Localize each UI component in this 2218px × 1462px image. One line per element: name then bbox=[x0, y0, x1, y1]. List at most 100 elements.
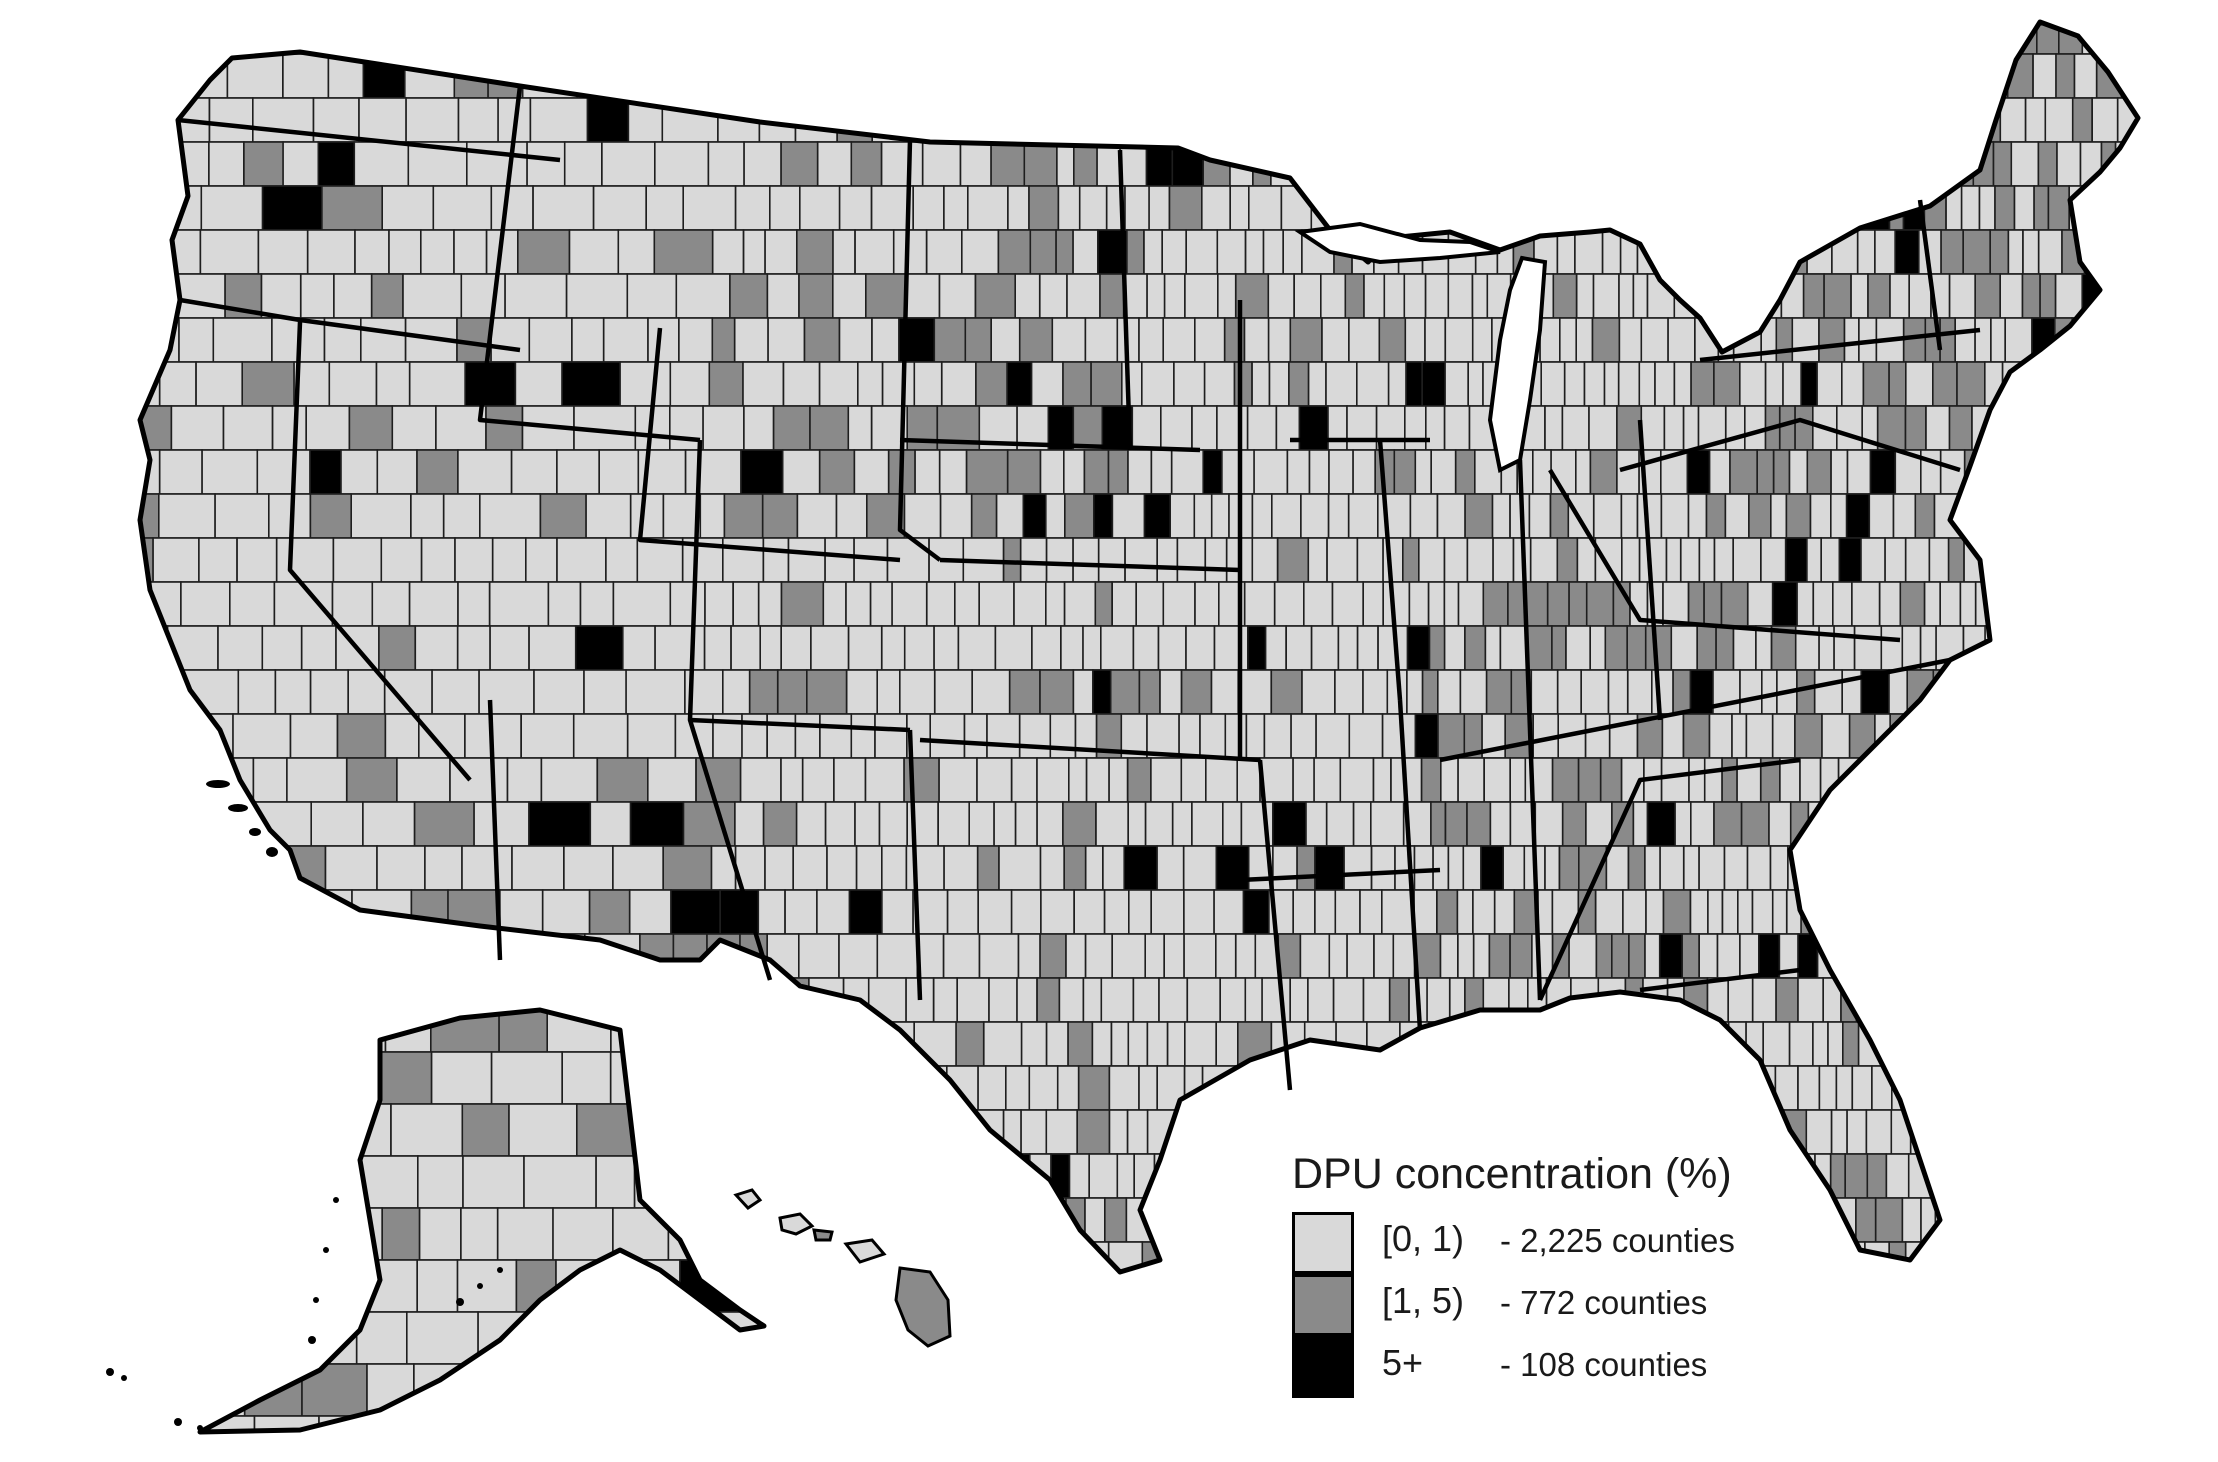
county bbox=[2135, 53, 2138, 99]
county bbox=[120, 1286, 182, 1330]
county bbox=[2001, 933, 2028, 979]
county bbox=[2018, 669, 2034, 715]
county bbox=[1244, 229, 1265, 275]
county bbox=[478, 493, 542, 539]
county bbox=[239, 889, 293, 935]
county bbox=[669, 361, 711, 407]
county bbox=[520, 713, 575, 759]
county bbox=[2122, 933, 2138, 979]
county bbox=[253, 1415, 320, 1432]
county bbox=[1234, 1065, 1270, 1111]
county bbox=[1062, 361, 1092, 407]
county bbox=[1430, 449, 1457, 495]
county bbox=[1470, 53, 1496, 99]
county bbox=[1111, 493, 1146, 539]
county bbox=[1544, 845, 1561, 891]
county bbox=[1410, 1109, 1431, 1155]
county bbox=[179, 53, 229, 99]
county bbox=[2130, 229, 2138, 275]
county bbox=[1563, 361, 1586, 407]
county bbox=[1146, 713, 1180, 759]
county bbox=[654, 625, 706, 671]
county bbox=[1942, 22, 1968, 55]
county bbox=[1144, 933, 1165, 979]
county bbox=[801, 1065, 836, 1111]
county bbox=[1646, 801, 1676, 847]
county bbox=[588, 889, 631, 935]
county bbox=[1987, 449, 2007, 495]
county bbox=[1224, 713, 1248, 759]
county bbox=[1299, 933, 1331, 979]
county bbox=[496, 1207, 554, 1261]
county bbox=[1850, 273, 1869, 319]
county bbox=[1202, 449, 1223, 495]
county bbox=[1459, 669, 1488, 715]
county bbox=[389, 933, 453, 979]
county bbox=[201, 889, 241, 935]
county bbox=[2124, 493, 2138, 539]
county bbox=[933, 625, 960, 671]
map-legend: DPU concentration (%) [0, 1) - 2,225 cou… bbox=[1292, 1150, 1932, 1430]
county bbox=[274, 669, 312, 715]
county bbox=[1732, 537, 1762, 583]
county bbox=[993, 1241, 1029, 1272]
county bbox=[1615, 53, 1642, 99]
county bbox=[1429, 1065, 1453, 1111]
county bbox=[1841, 361, 1865, 407]
county bbox=[864, 273, 908, 319]
county bbox=[2098, 229, 2117, 275]
county bbox=[903, 625, 935, 671]
county bbox=[1172, 97, 1197, 143]
county bbox=[1833, 625, 1856, 671]
county bbox=[684, 449, 742, 495]
county bbox=[380, 537, 423, 583]
county bbox=[2010, 141, 2040, 187]
county bbox=[787, 537, 826, 583]
county bbox=[1409, 493, 1439, 539]
county bbox=[1232, 1197, 1255, 1243]
county bbox=[833, 757, 867, 803]
county bbox=[2047, 581, 2075, 627]
county bbox=[993, 801, 1017, 847]
county bbox=[337, 1051, 382, 1105]
county bbox=[1907, 757, 1932, 803]
county bbox=[929, 713, 966, 759]
county bbox=[1597, 977, 1627, 1023]
county bbox=[1339, 22, 1372, 55]
county bbox=[848, 889, 883, 935]
county bbox=[876, 669, 901, 715]
county bbox=[1194, 53, 1229, 99]
county bbox=[461, 1103, 510, 1157]
county bbox=[1656, 1065, 1682, 1111]
county bbox=[742, 361, 785, 407]
county bbox=[847, 405, 873, 451]
county bbox=[1131, 405, 1162, 451]
county bbox=[1867, 273, 1891, 319]
county bbox=[2017, 889, 2035, 935]
county bbox=[238, 1051, 287, 1105]
county bbox=[1488, 933, 1511, 979]
county bbox=[1194, 581, 1220, 627]
county bbox=[1630, 97, 1652, 143]
county bbox=[1045, 537, 1074, 583]
county bbox=[1064, 53, 1091, 99]
county bbox=[2098, 273, 2128, 319]
county bbox=[150, 801, 212, 847]
county bbox=[1529, 537, 1559, 583]
county bbox=[1959, 581, 1977, 627]
county bbox=[1307, 537, 1328, 583]
county bbox=[2009, 845, 2035, 891]
county bbox=[1632, 1065, 1658, 1111]
county bbox=[1846, 449, 1872, 495]
county bbox=[200, 185, 264, 231]
county bbox=[1772, 449, 1791, 495]
county bbox=[2148, 494, 2169, 538]
county bbox=[1887, 757, 1909, 803]
county bbox=[1072, 669, 1094, 715]
county bbox=[1821, 22, 1838, 55]
county bbox=[358, 97, 407, 143]
county bbox=[498, 1010, 549, 1053]
county bbox=[675, 273, 731, 319]
county bbox=[1039, 845, 1066, 891]
county bbox=[210, 1197, 247, 1243]
